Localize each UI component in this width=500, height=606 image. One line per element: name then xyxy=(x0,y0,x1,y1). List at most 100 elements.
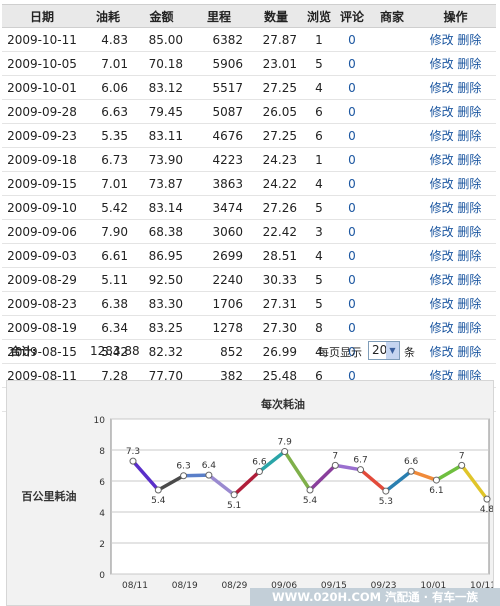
fuel-records-table-wrap: 日期 油耗 金额 里程 数量 浏览 评论 商家 操作 2009-10-11 4.8… xyxy=(2,4,496,412)
edit-link[interactable]: 修改 xyxy=(429,249,454,263)
delete-link[interactable]: 删除 xyxy=(457,249,482,263)
cell-mileage: 1278 xyxy=(189,315,249,340)
cell-amount: 83.30 xyxy=(134,291,189,316)
series-segment xyxy=(308,463,338,492)
col-header-date: 日期 xyxy=(2,4,82,28)
x-tick-label: 10/01 xyxy=(420,581,446,591)
cell-consumption: 6.73 xyxy=(82,147,134,172)
cell-views: 5 xyxy=(303,51,335,76)
y-tick-label: 0 xyxy=(99,571,105,581)
cell-consumption: 4.83 xyxy=(82,27,134,52)
delete-link[interactable]: 删除 xyxy=(457,81,482,95)
cell-merchant xyxy=(369,171,415,196)
delete-link[interactable]: 删除 xyxy=(457,33,482,47)
edit-link[interactable]: 修改 xyxy=(429,153,454,167)
cell-quantity: 27.25 xyxy=(249,75,303,100)
y-axis-label: 百公里耗油 xyxy=(22,489,77,503)
edit-link[interactable]: 修改 xyxy=(429,273,454,287)
edit-link[interactable]: 修改 xyxy=(429,321,454,335)
delete-link[interactable]: 删除 xyxy=(457,225,482,239)
cell-amount: 92.50 xyxy=(134,267,189,292)
cell-views: 1 xyxy=(303,27,335,52)
data-point xyxy=(483,495,491,503)
x-tick-label: 08/11 xyxy=(122,581,148,591)
table-row: 2009-10-01 6.06 83.12 5517 27.25 4 0 修改 删除 xyxy=(2,75,496,100)
delete-link[interactable]: 删除 xyxy=(457,321,482,335)
cell-comments[interactable]: 0 xyxy=(335,171,369,196)
series-segment xyxy=(459,463,489,501)
edit-link[interactable]: 修改 xyxy=(429,369,454,383)
chevron-down-icon[interactable]: ▼ xyxy=(386,342,399,359)
cell-consumption: 7.01 xyxy=(82,51,134,76)
cell-date: 2009-09-03 xyxy=(2,243,82,268)
col-header-merchant: 商家 xyxy=(369,4,415,28)
cell-consumption: 5.11 xyxy=(82,267,134,292)
edit-link[interactable]: 修改 xyxy=(429,201,454,215)
edit-link[interactable]: 修改 xyxy=(429,33,454,47)
delete-link[interactable]: 删除 xyxy=(457,105,482,119)
cell-merchant xyxy=(369,315,415,340)
cell-comments[interactable]: 0 xyxy=(335,291,369,316)
cell-views: 3 xyxy=(303,219,335,244)
cell-merchant xyxy=(369,267,415,292)
cell-date: 2009-09-28 xyxy=(2,99,82,124)
edit-link[interactable]: 修改 xyxy=(429,225,454,239)
cell-views: 4 xyxy=(303,75,335,100)
delete-link[interactable]: 删除 xyxy=(457,129,482,143)
edit-link[interactable]: 修改 xyxy=(429,105,454,119)
x-tick-label: 09/06 xyxy=(271,581,297,591)
table-row: 2009-09-06 7.90 68.38 3060 22.42 3 0 修改 删除 xyxy=(2,219,496,244)
data-point xyxy=(432,476,440,484)
cell-comments[interactable]: 0 xyxy=(335,339,369,364)
delete-link[interactable]: 删除 xyxy=(457,57,482,71)
data-point xyxy=(331,461,339,469)
cell-comments[interactable]: 0 xyxy=(335,27,369,52)
data-label: 4.8 xyxy=(480,505,493,515)
per-page-select[interactable]: 20 ▼ xyxy=(368,341,400,360)
cell-comments[interactable]: 0 xyxy=(335,195,369,220)
data-label: 7 xyxy=(332,451,338,461)
cell-comments[interactable]: 0 xyxy=(335,219,369,244)
series-segment xyxy=(131,459,161,492)
fuel-records-table: 日期 油耗 金额 里程 数量 浏览 评论 商家 操作 2009-10-11 4.8… xyxy=(2,4,496,412)
delete-link[interactable]: 删除 xyxy=(457,273,482,287)
cell-comments[interactable]: 0 xyxy=(335,123,369,148)
edit-link[interactable]: 修改 xyxy=(429,57,454,71)
cell-quantity: 24.23 xyxy=(249,147,303,172)
data-point xyxy=(382,487,390,495)
data-label: 6.3 xyxy=(176,462,190,472)
edit-link[interactable]: 修改 xyxy=(429,177,454,191)
cell-mileage: 6382 xyxy=(189,27,249,52)
cell-comments[interactable]: 0 xyxy=(335,75,369,100)
cell-amount: 83.25 xyxy=(134,315,189,340)
delete-link[interactable]: 删除 xyxy=(457,153,482,167)
cell-mileage: 5906 xyxy=(189,51,249,76)
delete-link[interactable]: 删除 xyxy=(457,177,482,191)
cell-date: 2009-08-19 xyxy=(2,315,82,340)
cell-comments[interactable]: 0 xyxy=(335,243,369,268)
delete-link[interactable]: 删除 xyxy=(457,369,482,383)
col-header-views: 浏览 xyxy=(303,4,335,28)
per-page-label: 每页显示 xyxy=(318,346,362,359)
cell-mileage: 5517 xyxy=(189,75,249,100)
edit-link[interactable]: 修改 xyxy=(429,81,454,95)
data-label: 7.3 xyxy=(126,447,140,457)
cell-comments[interactable]: 0 xyxy=(335,147,369,172)
edit-link[interactable]: 修改 xyxy=(429,297,454,311)
table-row: 2009-09-23 5.35 83.11 4676 27.25 6 0 修改 删除 xyxy=(2,123,496,148)
series-segment xyxy=(232,469,262,497)
cell-comments[interactable]: 0 xyxy=(335,51,369,76)
cell-amount: 83.11 xyxy=(134,123,189,148)
cell-comments[interactable]: 0 xyxy=(335,99,369,124)
delete-link[interactable]: 删除 xyxy=(457,297,482,311)
cell-date: 2009-09-10 xyxy=(2,195,82,220)
delete-link[interactable]: 删除 xyxy=(457,345,482,359)
data-point xyxy=(357,466,365,474)
cell-comments[interactable]: 0 xyxy=(335,315,369,340)
delete-link[interactable]: 删除 xyxy=(457,201,482,215)
edit-link[interactable]: 修改 xyxy=(429,345,454,359)
cell-comments[interactable]: 0 xyxy=(335,267,369,292)
cell-merchant xyxy=(369,75,415,100)
edit-link[interactable]: 修改 xyxy=(429,129,454,143)
table-row: 2009-08-23 6.38 83.30 1706 27.31 5 0 修改 删除 xyxy=(2,291,496,316)
